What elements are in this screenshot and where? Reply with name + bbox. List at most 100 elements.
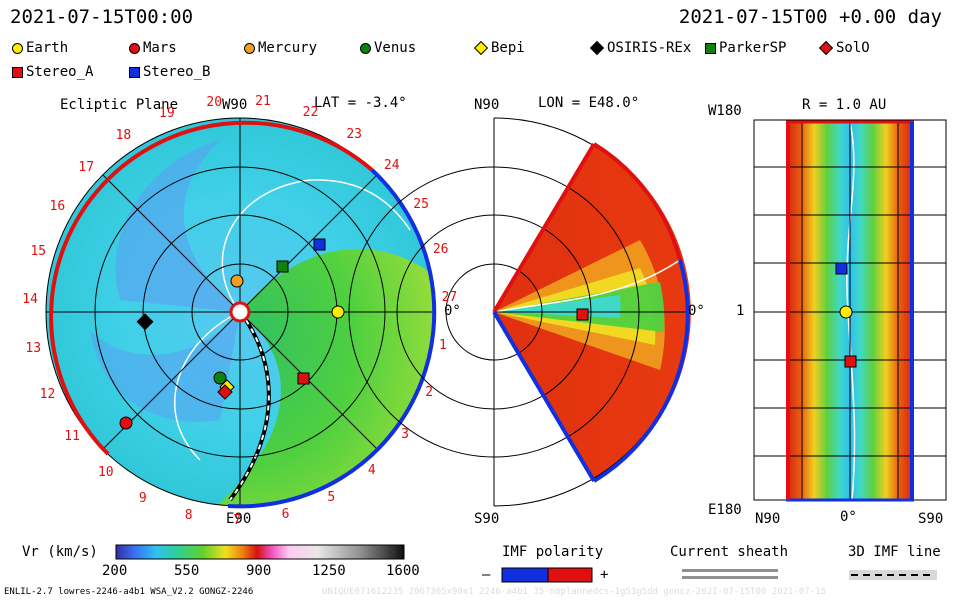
legend-item-venus: Venus [360,40,416,56]
legend-label: Earth [26,40,69,56]
stereo-a-marker-icon [844,355,857,368]
legend-label: OSIRIS-REx [607,40,692,56]
radial-x-label-n90: N90 [755,511,781,527]
carrington-tick-label: 23 [346,126,363,142]
stereo-b-marker-icon [835,262,848,275]
radial-r-label: R = 1.0 AU [802,97,887,113]
carrington-tick-label: 22 [302,105,319,121]
earth-marker-icon [839,305,853,319]
velocity-colorbar [115,544,405,560]
ecliptic-top-label: W90 [222,97,248,113]
legend-label: Stereo_A [26,64,94,80]
legend-label: SolO [836,40,870,56]
carrington-tick-label: 15 [30,243,47,259]
mars-marker-icon [119,416,133,430]
carrington-tick-label: 8 [184,507,193,523]
colorbar-tick: 1250 [312,563,346,579]
mars-marker-icon [129,42,140,54]
meridional-right-label: 0° [688,303,705,319]
carrington-tick-label: 27 [441,289,458,305]
meridional-plane-plot [348,117,691,507]
legend-label: Mercury [258,40,318,56]
imf-negative-swatch [501,567,549,583]
legend-label: Mars [143,40,177,56]
radial-x-label-0: 0° [840,509,857,525]
stereo-a-marker-icon [12,66,23,78]
imf-positive-swatch [547,567,593,583]
carrington-tick-label: 3 [401,427,409,443]
carrington-tick-label: 12 [39,387,56,403]
carrington-tick-label: 1 [439,338,447,354]
legend-item-parkersp: ParkerSP [705,40,786,56]
earth-marker-icon [331,305,345,319]
radial-x-label-s90: S90 [918,511,944,527]
carrington-tick-label: 21 [255,94,271,110]
stereo-a-marker-icon [576,308,589,321]
meridional-lon-label: LON = E48.0° [538,95,640,111]
parkersp-marker-icon [705,42,716,54]
carrington-tick-label: 7 [233,512,242,528]
carrington-tick-label: 16 [49,199,66,215]
parkersp-marker-icon [276,260,289,273]
right-timestamp: 2021-07-15T00 +0.00 day [678,6,942,28]
legend-item-solo: SolO [818,40,870,56]
legend-item-mercury: Mercury [244,40,317,56]
sun-marker-icon [229,301,251,323]
stereo-b-marker-icon [313,238,326,251]
carrington-tick-label: 14 [22,292,38,307]
colorbar-tick: 1600 [386,563,420,579]
colorbar-tick: 550 [174,563,200,579]
carrington-tick-label: 25 [413,196,429,212]
solo-marker-icon [217,384,233,400]
carrington-tick-label: 2 [425,385,434,401]
colorbar-tick: 200 [102,563,128,579]
imf-line-label: 3D IMF line [848,544,941,560]
carrington-tick-label: 9 [138,491,147,507]
radial-bottom-left-label: E180 [708,502,742,518]
meridional-bottom-label: S90 [474,511,500,527]
legend-item-mars: Mars [129,40,177,56]
left-timestamp: 2021-07-15T00:00 [10,6,194,28]
current-sheath-swatch-2 [682,576,778,579]
carrington-tick-label: 24 [383,158,400,173]
legend-item-stereo-a: Stereo_A [12,64,93,80]
radial-strip-plot [753,119,947,502]
stereo-a-marker-icon [297,372,310,385]
carrington-tick-label: 10 [97,464,114,480]
carrington-tick-label: 6 [281,507,290,523]
carrington-tick-label: 17 [78,159,95,175]
current-sheath-swatch [682,569,778,572]
carrington-tick-label: 20 [206,94,223,110]
footer-run-id: UNIQUE071612235 2067305x90x1 2246-a4b1 3… [322,587,826,597]
radial-top-label: W180 [708,103,742,119]
radial-mid-label: 1 [736,303,745,319]
legend-label: ParkerSP [719,40,787,56]
imf-minus-label: – [482,567,491,583]
legend-item-bepi: Bepi [473,40,525,56]
mercury-marker-icon [244,42,255,54]
carrington-tick-label: 26 [432,241,449,257]
stereo-b-marker-icon [129,66,140,78]
footer-run-info: ENLIL-2.7 lowres-2246-a4b1 WSA_V2.2 GONG… [4,587,254,597]
legend-label: Venus [374,40,417,56]
meridional-top-label: N90 [474,97,500,113]
ecliptic-bottom-label: E90 [226,511,252,527]
carrington-tick-label: 5 [327,490,336,506]
legend-label: Stereo_B [143,64,211,80]
colorbar-tick: 900 [246,563,272,579]
mercury-marker-icon [230,274,244,288]
ecliptic-lat-label: LAT = -3.4° [314,95,407,111]
legend-item-stereo-b: Stereo_B [129,64,210,80]
colorbar-label: Vr (km/s) [22,544,98,560]
ecliptic-title: Ecliptic Plane [60,97,179,113]
legend-item-earth: Earth [12,40,68,56]
legend-label: Bepi [491,40,525,56]
imf-plus-label: + [600,567,609,583]
earth-marker-icon [12,42,23,54]
legend-item-osiris-rex: OSIRIS-REx [589,40,692,56]
ecliptic-right-label: 0° [444,303,461,319]
carrington-tick-label: 18 [115,128,132,144]
carrington-tick-label: 13 [25,340,42,356]
carrington-tick-label: 4 [367,463,376,479]
